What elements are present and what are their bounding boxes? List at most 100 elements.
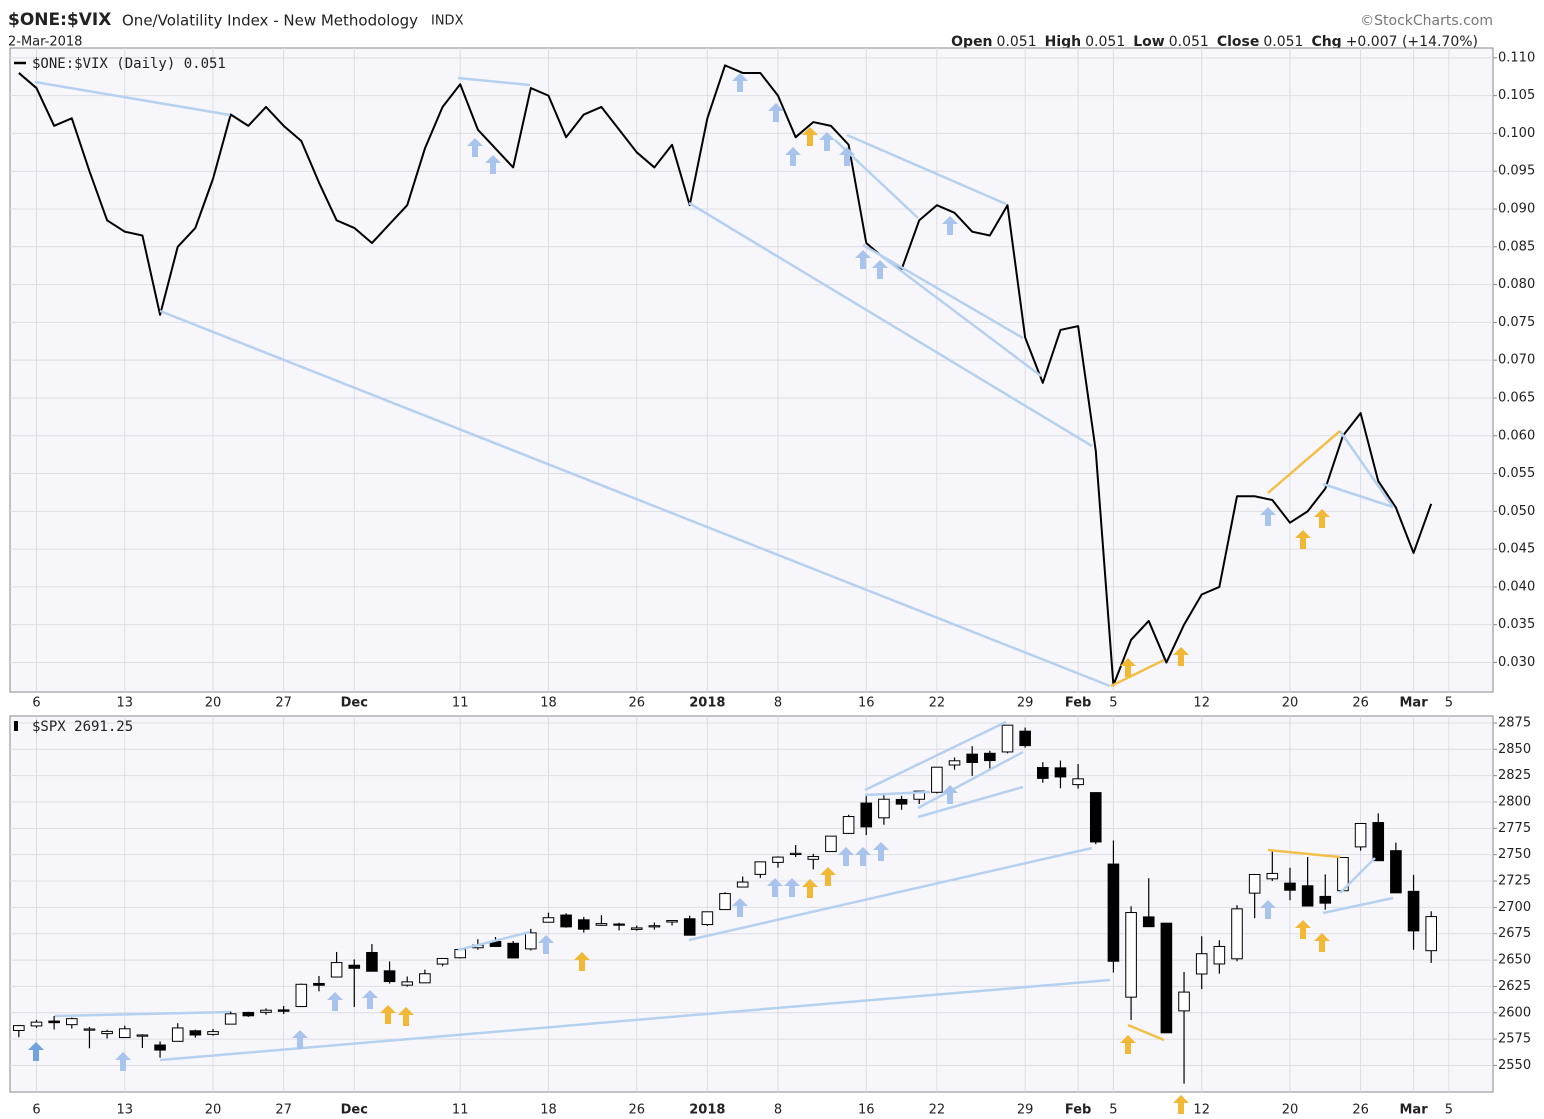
y-tick-label: 0.085 [1498,239,1535,254]
candle-body [666,920,678,923]
candle-body [860,802,873,828]
candle-body [560,914,572,928]
x-tick-label: 13 [116,1103,133,1118]
x-tick-label: Feb [1065,1103,1091,1118]
candle-body [648,925,661,928]
candle-body [1195,953,1208,975]
candle-body [842,816,855,834]
candle-body [242,1011,255,1017]
trend-line [688,846,1093,942]
y-tick-label: 2825 [1498,768,1531,783]
trend-line [1110,658,1165,688]
trend-line [862,243,1024,340]
y-tick-label: 0.090 [1498,202,1535,217]
candle-body [48,1020,60,1024]
y-tick-label: 2675 [1498,926,1531,941]
y-tick-label: 0.045 [1498,542,1535,557]
source: ©StockCharts.com [1360,13,1493,29]
candle-body [101,1030,113,1035]
quote-label: High [1045,34,1082,50]
x-tick-label: Mar [1399,1103,1428,1118]
candle-body [154,1044,166,1051]
candle-body [454,949,466,959]
candle-body [1107,863,1120,962]
legend-label: $ONE:$VIX (Daily) 0.051 [32,56,226,72]
candle-body [1001,724,1014,753]
y-tick-label: 2550 [1498,1058,1531,1073]
trend-line [688,201,1093,448]
x-tick-label: 26 [628,696,645,711]
candle-body [1178,991,1190,1012]
candle-body [1160,922,1173,1034]
y-tick-label: 2875 [1498,715,1531,730]
x-tick-label: 26 [1352,1103,1369,1118]
x-tick-label: 2018 [689,1103,725,1118]
x-tick-label: 20 [205,696,222,711]
quote-value: 0.051 [1085,34,1125,50]
candle-body [1284,882,1296,891]
x-tick-label: 12 [1193,1103,1210,1118]
plot-area [9,47,1494,693]
candle-body [1425,916,1438,952]
y-tick-label: 0.065 [1498,390,1535,405]
y-tick-label: 2600 [1498,1005,1531,1020]
candle-body [807,856,820,860]
y-tick-label: 2725 [1498,874,1531,889]
x-tick-label: 20 [1282,696,1299,711]
y-tick-label: 2700 [1498,900,1531,915]
y-tick-label: 0.060 [1498,428,1535,443]
y-tick-label: 0.080 [1498,277,1535,292]
candle-body [754,861,767,875]
trend-line [159,978,1111,1062]
x-tick-label: Dec [341,1103,368,1118]
candle-body [1248,873,1261,894]
x-tick-label: 22 [929,1103,946,1118]
quote-label: Close [1217,34,1260,50]
candle-body [1142,916,1155,928]
trend-line [1267,430,1341,494]
y-tick-label: 2800 [1498,794,1531,809]
price-line [18,64,1433,687]
trend-line [879,254,1042,377]
trend-line [457,76,531,87]
candle-body [65,1018,78,1026]
x-tick-label: 5 [1445,696,1453,711]
candle-body [313,982,325,986]
x-tick-label: 6 [32,1103,40,1118]
date: 2-Mar-2018 [8,35,82,50]
legend-label: $SPX 2691.25 [32,719,133,735]
x-tick-label: 18 [540,696,557,711]
y-tick-label: 0.050 [1498,504,1535,519]
x-tick-label: 8 [774,696,782,711]
trend-line [159,309,1111,688]
candle-body [948,760,961,766]
x-tick-label: 16 [858,1103,875,1118]
x-tick-label: 22 [929,696,946,711]
exchange: INDX [431,14,464,29]
y-tick-label: 2575 [1498,1032,1531,1047]
x-tick-label: Dec [341,696,368,711]
symbol: $ONE:$VIX [8,10,111,30]
y-tick-label: 0.035 [1498,617,1535,632]
y-tick-label: 2775 [1498,821,1531,836]
legend-swatch [14,721,18,731]
trend-line [864,790,931,797]
candle-body [1037,767,1049,779]
x-tick-label: 11 [452,696,469,711]
candle-body [1319,895,1332,904]
candle-body [878,798,890,819]
candle-body [931,766,943,793]
candle-body [789,852,802,856]
candle-body [577,919,590,930]
candle-body [401,981,414,986]
candle-body [895,798,908,805]
candle-body [984,752,996,762]
plot-area [9,715,1494,1093]
trend-line [1339,857,1376,894]
quote-label: Open [951,34,992,50]
y-tick-label: 0.100 [1498,126,1535,141]
candle-body [83,1028,96,1031]
candle-body [224,1013,237,1025]
candle-body [683,918,696,936]
